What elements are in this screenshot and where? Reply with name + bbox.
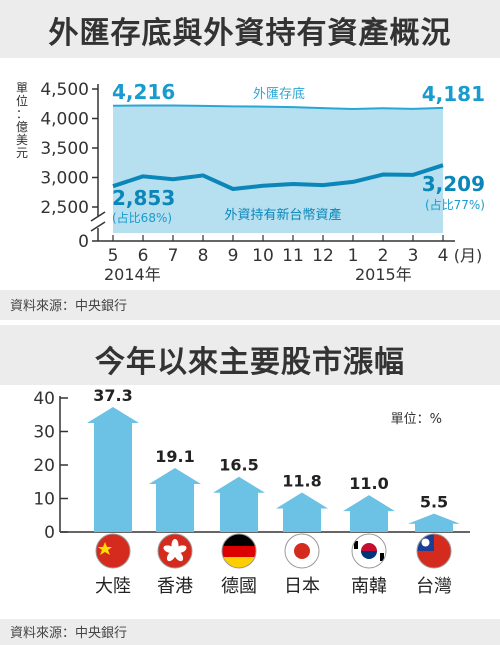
flag-china-icon <box>95 533 131 569</box>
reserve-start-value: 4,216 <box>112 80 175 104</box>
bar-value-label: 11.8 <box>282 471 321 490</box>
unit-label-char: 元 <box>16 146 28 160</box>
stocks-source: 資料來源：中央銀行 <box>10 626 128 641</box>
foreign-series-name: 外資持有新台幣資產 <box>224 207 341 223</box>
unit-label-char: 美 <box>16 133 28 147</box>
bar-value-label: 11.0 <box>349 474 388 493</box>
bar-value-label: 19.1 <box>155 447 194 466</box>
bar-value-label: 37.3 <box>93 386 132 405</box>
x-tick-label: 11 <box>282 246 304 266</box>
y-tick-label: 3,000 <box>40 169 89 189</box>
x-tick-label: 7 <box>168 246 179 266</box>
x-tick-label: 12 <box>312 246 334 266</box>
foreign-end-value: 3,209 <box>422 172 485 196</box>
axis-break-gap <box>92 216 106 228</box>
reserve-series-name: 外匯存底 <box>253 86 305 102</box>
x-tick-label: 5 <box>108 246 119 266</box>
stocks-chart: 0 10 20 30 40 單位：% 37.3 大陸 19.1 香港 16.5 德國 11.8 日本 11.… <box>33 386 470 597</box>
y-tick-label: 4,000 <box>40 110 89 130</box>
unit-label-char: 位 <box>16 93 28 108</box>
bar-value-label: 5.5 <box>420 493 448 512</box>
category-label: 南韓 <box>351 576 387 597</box>
foreign-start-value: 2,853 <box>112 186 175 210</box>
y-tick-label: 3,500 <box>40 139 89 159</box>
flag-taiwan-icon <box>416 533 452 569</box>
flag-hong-kong-icon <box>157 533 193 569</box>
x-tick-label: 2 <box>378 246 389 266</box>
x-unit-label: (月) <box>454 246 483 265</box>
reserves-title: 外匯存底與外資持有資產概況 <box>48 16 452 51</box>
foreign-start-share: (占比68%) <box>112 210 172 225</box>
bar-arrow <box>343 495 395 532</box>
bar-arrow <box>408 513 460 532</box>
category-label: 台灣 <box>416 576 452 597</box>
bar-arrow <box>87 407 139 532</box>
stocks-title: 今年以來主要股市漲幅 <box>95 345 405 380</box>
x-tick-label: 10 <box>252 246 274 266</box>
flag-south-korea-icon <box>351 533 387 569</box>
flag-germany-icon <box>221 533 257 569</box>
y-tick-label: 0 <box>44 523 55 543</box>
category-label: 大陸 <box>95 576 131 597</box>
reserve-area <box>113 105 443 233</box>
unit-label-char: 億 <box>16 120 28 134</box>
y-tick-label: 30 <box>33 423 55 443</box>
x-tick-label: 9 <box>228 246 239 266</box>
bar-arrow <box>276 492 328 532</box>
reserve-end-value: 4,181 <box>422 82 485 106</box>
reserves-source: 資料來源：中央銀行 <box>10 299 128 314</box>
y-tick-label: 2,500 <box>40 198 89 218</box>
year-label-2015: 2015年 <box>355 265 412 284</box>
reserves-plot-area: 0 2,500 3,000 3,500 4,000 4,500 單位：億美元 5 6 7 8 9 10 1… <box>0 58 500 290</box>
foreign-end-share: (占比77%) <box>425 197 485 212</box>
reserves-panel: 外匯存底與外資持有資產概況 0 2,500 3,000 3,500 4,000 4,500… <box>0 0 500 320</box>
x-tick-label: 8 <box>198 246 209 266</box>
flag-japan-icon <box>284 533 320 569</box>
x-tick-label: 3 <box>408 246 419 266</box>
reserve-line <box>112 104 444 111</box>
y-tick-label: 10 <box>33 490 55 510</box>
stocks-panel: 今年以來主要股市漲幅 0 10 20 30 40 單位：% 37.3 大陸 19.1 香港 16.5… <box>0 325 500 645</box>
category-label: 德國 <box>221 576 257 597</box>
category-label: 香港 <box>157 576 193 597</box>
unit-label-char: 單 <box>16 81 28 95</box>
category-label: 日本 <box>284 576 320 597</box>
x-tick-label: 4 <box>438 246 449 266</box>
y-tick-label: 4,500 <box>40 80 89 100</box>
axis-break-mark <box>90 211 106 222</box>
bar-arrow <box>213 476 265 532</box>
bar-value-label: 16.5 <box>219 456 258 475</box>
stocks-plot-area: 0 10 20 30 40 單位：% 37.3 大陸 19.1 香港 16.5 德國 11.8 日本 11.… <box>0 385 500 619</box>
reserves-chart: 0 2,500 3,000 3,500 4,000 4,500 單位：億美元 5 6 7 8 9 10 1… <box>16 80 485 284</box>
foreign-line <box>112 163 444 192</box>
year-label-2014: 2014年 <box>104 265 161 284</box>
y-tick-label: 20 <box>33 456 55 476</box>
unit-label: 單位：% <box>391 412 442 427</box>
y-tick-label: 40 <box>33 389 55 409</box>
bar-arrow <box>149 468 201 532</box>
x-tick-label: 6 <box>138 246 149 266</box>
unit-label-char: ： <box>16 107 28 121</box>
y-tick-label: 0 <box>78 232 89 252</box>
x-tick-label: 1 <box>348 246 359 266</box>
axis-break-mark <box>90 221 106 232</box>
